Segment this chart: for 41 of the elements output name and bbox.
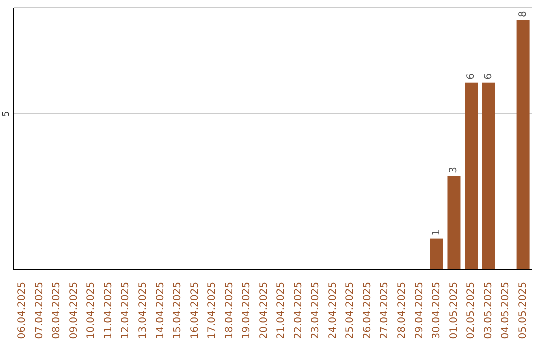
x-tick-label: 20.04.2025 [258,282,270,340]
x-tick-label: 23.04.2025 [310,282,322,340]
bar [448,176,461,270]
data-label: 6 [483,73,494,80]
x-tick-label: 06.04.2025 [17,282,28,340]
x-tick-label: 21.04.2025 [276,282,288,340]
x-tick-label: 26.04.2025 [362,282,374,340]
bar [430,238,444,270]
x-tick-label: 28.04.2025 [397,282,408,340]
bar [465,82,478,270]
x-tick-label: 27.04.2025 [380,282,391,340]
x-tick-label: 07.04.2025 [34,282,46,340]
x-tick-label: 24.04.2025 [328,282,339,340]
data-label: 8 [518,11,529,18]
x-tick-label: 22.04.2025 [293,282,304,340]
x-tick-label: 02.05.2025 [466,282,478,340]
x-tick-label: 01.05.2025 [448,282,460,340]
x-tick-label: 30.04.2025 [432,282,443,340]
x-tick-label: 12.04.2025 [120,282,132,340]
data-label: 1 [431,229,442,236]
x-tick-label: 03.05.2025 [483,282,494,340]
x-tick-label: 19.04.2025 [242,282,253,340]
x-tick-label: 08.04.2025 [52,282,63,340]
bar [482,82,496,270]
data-label: 6 [466,73,478,80]
x-tick-label: 14.04.2025 [155,282,166,340]
x-tick-label: 29.04.2025 [414,282,426,340]
x-tick-label: 18.04.2025 [224,282,236,340]
y-tick-label: 5 [2,111,12,117]
x-tick-label: 04.05.2025 [500,282,512,340]
x-tick-label: 09.04.2025 [68,282,80,340]
x-tick-label: 10.04.2025 [86,282,98,340]
x-tick-label: 11.04.2025 [103,282,114,340]
x-tick-label: 17.04.2025 [207,282,218,340]
bar [516,20,530,270]
x-tick-label: 13.04.2025 [138,282,149,340]
x-tick-label: 05.05.2025 [518,282,529,340]
data-label: 3 [448,167,460,174]
x-tick-label: 15.04.2025 [172,282,184,340]
x-tick-label: 25.04.2025 [345,282,356,340]
x-tick-label: 16.04.2025 [190,282,201,340]
